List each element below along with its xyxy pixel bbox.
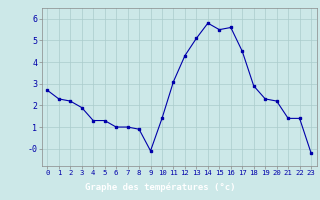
Text: Graphe des températures (°c): Graphe des températures (°c) — [85, 182, 235, 192]
